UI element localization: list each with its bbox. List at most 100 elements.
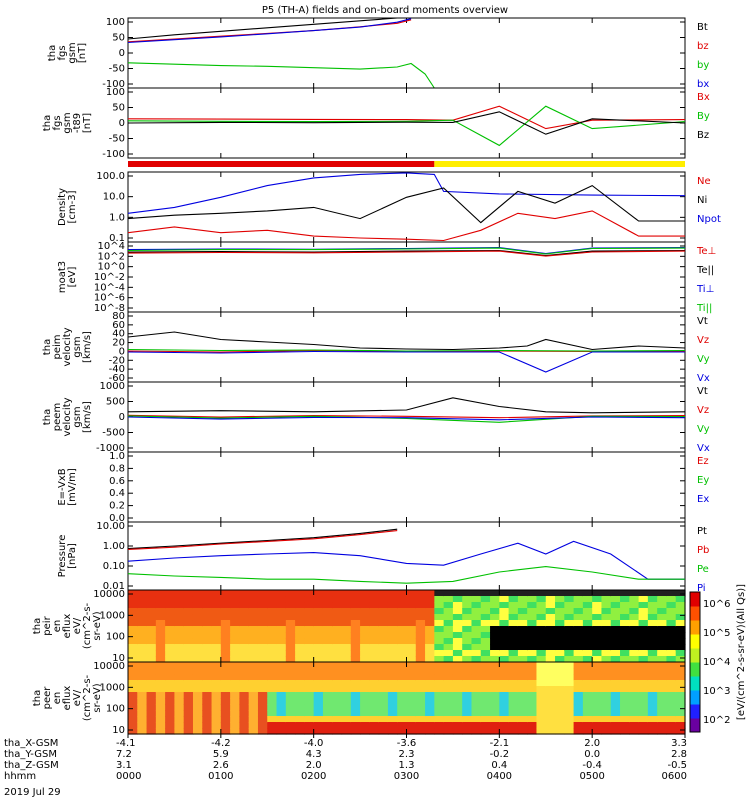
spec-cell — [406, 680, 417, 687]
ephem-value: 0.0 — [584, 749, 600, 760]
spec-cell — [220, 614, 231, 621]
spec-cell — [155, 632, 166, 639]
spec-cell — [415, 722, 426, 729]
spec-cell — [146, 722, 157, 729]
spec-cell — [165, 674, 176, 681]
spec-cell — [276, 722, 287, 729]
spec-cell — [452, 656, 463, 663]
spec-cell — [647, 650, 658, 657]
spec-cell — [452, 722, 463, 729]
spec-cell — [462, 632, 473, 639]
spec-cell — [406, 698, 417, 705]
spec-cell — [387, 680, 398, 687]
ylabel-line: [mV/m] — [67, 468, 78, 506]
spec-cell — [137, 698, 148, 705]
spec-cell — [536, 602, 547, 609]
ephem-value: 0200 — [301, 771, 326, 782]
spec-cell — [527, 668, 538, 675]
spec-cell — [647, 644, 658, 651]
spec-cell — [620, 686, 630, 693]
spec-cell — [657, 596, 668, 603]
ylabel-line: tha — [42, 115, 53, 131]
spec-cell — [675, 596, 686, 603]
spec-cell — [601, 614, 612, 621]
spec-cell — [341, 674, 352, 681]
spec-cell — [647, 710, 658, 717]
spec-cell — [267, 686, 278, 693]
spec-cell — [220, 602, 231, 609]
spec-cell — [276, 704, 287, 711]
spec-cell — [387, 692, 398, 699]
spec-cell — [295, 722, 305, 729]
spec-cell — [332, 692, 343, 699]
ytick-label: -100 — [102, 79, 125, 90]
spec-cell — [434, 590, 445, 597]
spec-cell — [174, 698, 185, 705]
spec-cell — [332, 728, 343, 735]
spec-cell — [582, 692, 593, 699]
spec-cell — [657, 650, 668, 657]
spec-cell — [183, 686, 194, 693]
spec-cell — [629, 590, 640, 597]
spec-cell — [165, 692, 176, 699]
spec-cell — [555, 698, 565, 705]
status-bar — [128, 161, 685, 167]
spec-cell — [183, 662, 194, 669]
spec-cell — [425, 632, 435, 639]
spec-cell — [638, 614, 649, 621]
spec-cell — [248, 632, 259, 639]
spec-cell — [146, 668, 157, 675]
series-Pe — [127, 566, 685, 584]
spec-cell — [360, 656, 370, 663]
spec-cell — [462, 692, 473, 699]
spec-cell — [304, 692, 315, 699]
spec-cell — [499, 692, 510, 699]
spec-cell — [248, 716, 259, 723]
spec-cell — [620, 668, 630, 675]
spec-cell — [304, 590, 315, 597]
spec-cell — [248, 656, 259, 663]
spec-cell — [508, 644, 519, 651]
spec-cell — [647, 722, 658, 729]
spec-cell — [629, 710, 640, 717]
spec-cell — [480, 674, 491, 681]
spec-cell — [517, 650, 528, 657]
spec-cell — [425, 710, 435, 717]
ephem-value: -4.2 — [211, 738, 231, 749]
spec-cell — [508, 716, 519, 723]
ytick-label: -20 — [109, 355, 125, 366]
series-Pt — [127, 528, 398, 550]
spec-cell — [573, 608, 584, 615]
spec-cell — [369, 614, 380, 621]
spec-cell — [480, 608, 491, 615]
ephem-value: -0.5 — [667, 760, 687, 771]
ylabel-temperature: moat3[eV] — [57, 261, 78, 293]
spec-cell — [313, 686, 324, 693]
ytick-label: 0.10 — [103, 561, 125, 572]
colorbar-tick: 10^4 — [703, 657, 730, 668]
spec-cell — [350, 650, 361, 657]
spec-cell — [629, 686, 640, 693]
spec-cell — [155, 656, 166, 663]
legend-bx: bx — [697, 79, 709, 90]
spec-cell — [490, 728, 500, 735]
spec-cell — [499, 704, 510, 711]
spec-cell — [165, 668, 176, 675]
spec-cell — [647, 728, 658, 735]
spec-cell — [322, 644, 333, 651]
spec-cell — [480, 698, 491, 705]
series-Ne — [127, 210, 685, 242]
spec-cell — [480, 692, 491, 699]
spec-cell — [452, 716, 463, 723]
series-Vx — [127, 350, 685, 373]
spec-cell — [573, 668, 584, 675]
spec-cell — [675, 698, 686, 705]
spec-cell — [369, 590, 380, 597]
spec-cell — [415, 596, 426, 603]
spec-cell — [230, 608, 240, 615]
spec-cell — [313, 662, 324, 669]
spec-cell — [397, 680, 408, 687]
spec-cell — [267, 614, 278, 621]
spec-cell — [248, 722, 259, 729]
spec-cell — [462, 602, 473, 609]
